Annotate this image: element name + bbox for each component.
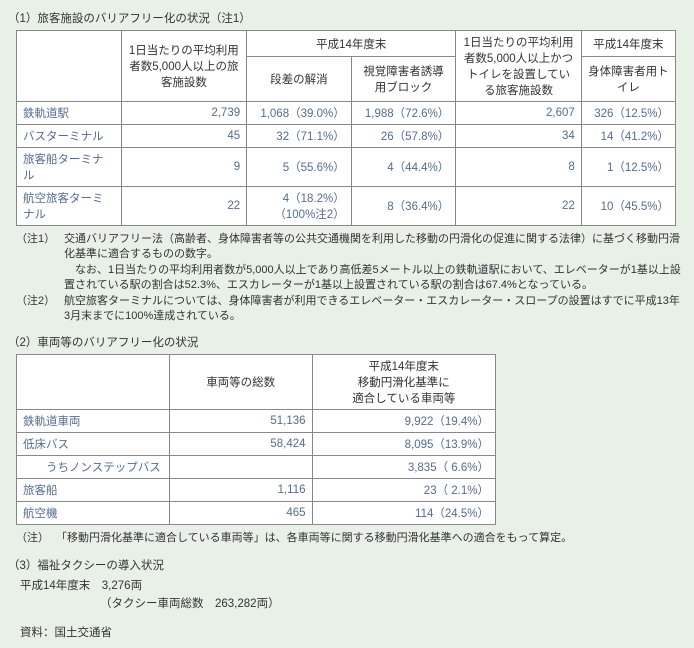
t2-cell: 1,116 bbox=[169, 479, 312, 502]
section1-notes: （注1） 交通バリアフリー法（高齢者、身体障害者等の公共交通機関を利用した移動の… bbox=[16, 232, 686, 324]
s3-line1: 平成14年度末 3,276両 bbox=[20, 577, 686, 595]
s2-note: 「移動円滑化基準に適合している車両等」は、各車両等に関する移動円滑化基準への適合… bbox=[56, 531, 686, 546]
t1-cell: 22 bbox=[456, 187, 582, 226]
t2-cell: 9,922（19.4%） bbox=[312, 410, 495, 433]
t1-cell: 4（18.2%） （100%注2） bbox=[247, 187, 352, 226]
t2-row-label: 旅客船 bbox=[17, 479, 170, 502]
t1-cell: 5（55.6%） bbox=[247, 148, 352, 187]
t1-row-label: バスターミナル bbox=[17, 125, 122, 148]
t1-cell: 10（45.5%） bbox=[581, 187, 675, 226]
t2-row-label: 鉄軌道車両 bbox=[17, 410, 170, 433]
t1-cell: 34 bbox=[456, 125, 582, 148]
t1-cell: 1（12.5%） bbox=[581, 148, 675, 187]
t1-cell: 1,988（72.6%） bbox=[351, 102, 456, 125]
t2-row-label: うちノンステップバス bbox=[17, 456, 170, 479]
t1-cell: 2,607 bbox=[456, 102, 582, 125]
section2-title: （2）車両等のバリアフリー化の状況 bbox=[8, 334, 686, 350]
section2-notes: （注） 「移動円滑化基準に適合している車両等」は、各車両等に関する移動円滑化基準… bbox=[16, 531, 686, 546]
t2-row-label: 航空機 bbox=[17, 502, 170, 525]
note2: 航空旅客ターミナルについては、身体障害者が利用できるエレベーター・エスカレーター… bbox=[64, 294, 686, 325]
t2-cell: 58,424 bbox=[169, 433, 312, 456]
t1-cell: 26（57.8%） bbox=[351, 125, 456, 148]
source: 資料：国土交通省 bbox=[20, 624, 686, 640]
t1-h-a: 1日当たりの平均利用者数5,000人以上の旅客施設数 bbox=[121, 31, 247, 102]
section3-title: （3）福祉タクシーの導入状況 bbox=[8, 557, 686, 573]
t1-h-d: 平成14年度末 bbox=[581, 31, 675, 57]
t1-cell: 9 bbox=[121, 148, 247, 187]
s3-line2: （タクシー車両総数 263,282両） bbox=[100, 595, 686, 613]
t1-row-label: 航空旅客ターミナル bbox=[17, 187, 122, 226]
t2-cell: 51,136 bbox=[169, 410, 312, 433]
t2-cell: 114（24.5%） bbox=[312, 502, 495, 525]
t2-cell bbox=[169, 456, 312, 479]
t1-cell: 45 bbox=[121, 125, 247, 148]
t1-cell: 32（71.1%） bbox=[247, 125, 352, 148]
t1-h-b: 平成14年度末 bbox=[247, 31, 456, 57]
s2-note-tag: （注） bbox=[16, 531, 56, 546]
t2-row-label: 低床バス bbox=[17, 433, 170, 456]
t1-cell: 4（44.4%） bbox=[351, 148, 456, 187]
t1-h-c: 1日当たりの平均利用者数5,000人以上かつトイレを設置している旅客施設数 bbox=[456, 31, 582, 102]
t1-h-b1: 段差の解消 bbox=[247, 57, 352, 102]
t2-h-b: 平成14年度末 移動円滑化基準に 適合している車両等 bbox=[312, 355, 495, 410]
table2: 車両等の総数 平成14年度末 移動円滑化基準に 適合している車両等 鉄軌道車両5… bbox=[16, 354, 496, 525]
t1-h-d1: 身体障害者用トイレ bbox=[581, 57, 675, 102]
t1-row-label: 鉄軌道駅 bbox=[17, 102, 122, 125]
section1-title: （1）旅客施設のバリアフリー化の状況（注1） bbox=[8, 10, 686, 26]
t2-cell: 23（ 2.1%） bbox=[312, 479, 495, 502]
t1-cell: 8 bbox=[456, 148, 582, 187]
t2-cell: 465 bbox=[169, 502, 312, 525]
t1-cell: 14（41.2%） bbox=[581, 125, 675, 148]
note1-b: なお、1日当たりの平均利用者数が5,000人以上であり高低差5メートル以上の鉄軌… bbox=[64, 263, 686, 294]
t1-h-b2: 視覚障害者誘導用ブロック bbox=[351, 57, 456, 102]
note1-tag: （注1） bbox=[16, 232, 64, 294]
t2-cell: 8,095（13.9%） bbox=[312, 433, 495, 456]
table1: 1日当たりの平均利用者数5,000人以上の旅客施設数 平成14年度末 1日当たり… bbox=[16, 30, 676, 226]
note1-a: 交通バリアフリー法（高齢者、身体障害者等の公共交通機関を利用した移動の円滑化の促… bbox=[64, 233, 680, 260]
t2-cell: 3,835（ 6.6%） bbox=[312, 456, 495, 479]
t1-cell: 326（12.5%） bbox=[581, 102, 675, 125]
t1-cell: 2,739 bbox=[121, 102, 247, 125]
t1-row-label: 旅客船ターミナル bbox=[17, 148, 122, 187]
t2-h-a: 車両等の総数 bbox=[169, 355, 312, 410]
t1-cell: 22 bbox=[121, 187, 247, 226]
note2-tag: （注2） bbox=[16, 294, 64, 325]
t1-cell: 8（36.4%） bbox=[351, 187, 456, 226]
t1-cell: 1,068（39.0%） bbox=[247, 102, 352, 125]
